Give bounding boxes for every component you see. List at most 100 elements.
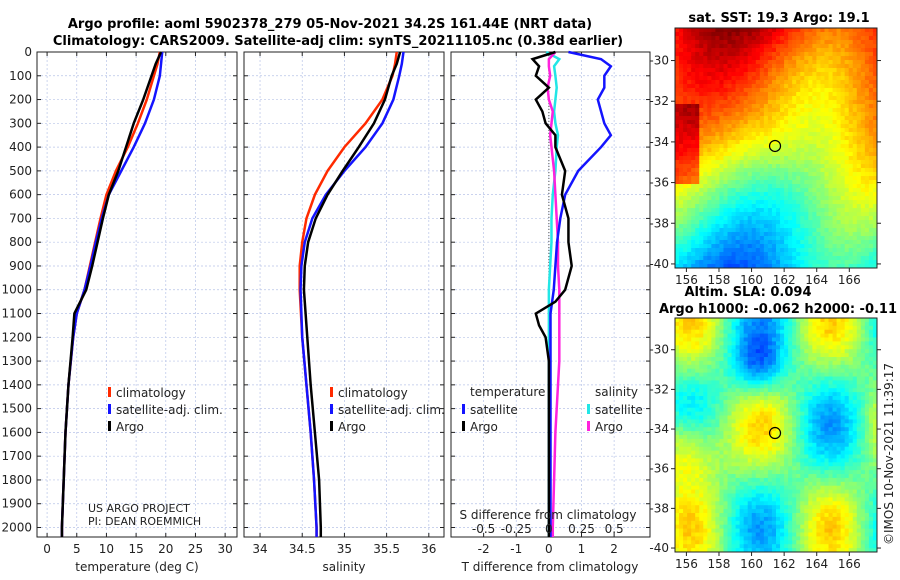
map-pixel	[792, 180, 797, 185]
map-pixel	[691, 144, 696, 149]
map-pixel	[755, 80, 761, 85]
map-pixel	[691, 446, 696, 452]
map-pixel	[707, 160, 712, 165]
map-pixel	[755, 168, 761, 173]
map-pixel	[707, 458, 712, 463]
map-pixel	[816, 116, 821, 121]
map-pixel	[755, 224, 761, 229]
map-pixel	[776, 489, 781, 494]
map-pixel	[759, 427, 765, 432]
map-pixel	[784, 36, 789, 41]
map-pixel	[743, 44, 749, 49]
map-pixel	[771, 333, 777, 338]
map-pixel	[703, 40, 708, 45]
map-pixel	[735, 388, 741, 393]
map-pixel	[832, 216, 838, 221]
map-pixel	[739, 100, 745, 105]
map-pixel	[699, 228, 704, 233]
map-pixel	[767, 321, 773, 327]
map-pixel	[796, 156, 801, 161]
map-pixel	[747, 48, 753, 53]
map-pixel	[711, 180, 716, 185]
map-pixel	[755, 148, 761, 153]
map-pixel	[820, 96, 825, 101]
map-pixel	[844, 264, 850, 269]
map-pixel	[864, 124, 870, 129]
map-pixel	[755, 501, 761, 506]
map-pixel	[695, 450, 700, 455]
map-pixel	[711, 264, 716, 269]
map-pixel	[820, 180, 825, 185]
map-pixel	[763, 403, 769, 409]
map-pixel	[675, 333, 680, 338]
map-pixel	[872, 172, 878, 177]
map-pixel	[763, 188, 769, 193]
map-pixel	[832, 112, 838, 117]
map-pixel	[800, 140, 805, 145]
map-pixel	[731, 345, 737, 350]
map-pixel	[747, 497, 753, 502]
map-pixel	[747, 442, 753, 448]
map-pixel	[711, 337, 716, 342]
map-pixel	[743, 48, 749, 53]
map-pixel	[776, 431, 781, 436]
map-pixel	[767, 438, 773, 444]
map-pixel	[804, 160, 809, 165]
map-pixel	[804, 244, 809, 249]
map-pixel	[691, 92, 696, 97]
map-pixel	[836, 52, 842, 57]
map-pixel	[836, 48, 842, 53]
map-pixel	[788, 140, 793, 145]
map-pixel	[727, 152, 733, 157]
map-pixel	[755, 184, 761, 189]
map-pixel	[743, 204, 749, 209]
map-pixel	[691, 100, 696, 105]
map-pixel	[800, 40, 805, 45]
map-pixel	[695, 333, 700, 338]
map-pixel	[868, 176, 874, 181]
map-pixel	[759, 32, 765, 37]
map-pixel	[727, 204, 733, 209]
map-pixel	[771, 497, 777, 502]
map-pixel	[848, 160, 854, 165]
map-pixel	[852, 176, 858, 181]
map-pixel	[784, 32, 789, 37]
map-pixel	[707, 321, 712, 327]
map-pixel	[776, 536, 781, 541]
map-pixel	[727, 501, 733, 506]
map-pixel	[872, 28, 878, 33]
map-pixel	[707, 32, 712, 37]
map-pixel	[751, 540, 757, 545]
map-pixel	[715, 200, 720, 205]
map-pixel	[852, 120, 858, 125]
map-pixel	[691, 474, 696, 479]
map-pixel	[715, 140, 720, 145]
map-pixel	[776, 364, 781, 370]
map-pixel	[771, 470, 777, 475]
map-pixel	[755, 164, 761, 169]
map-pixel	[771, 220, 777, 225]
map-pixel	[767, 68, 773, 73]
map-pixel	[832, 264, 838, 269]
map-pixel	[852, 140, 858, 145]
map-pixel	[872, 108, 878, 113]
map-pixel	[687, 52, 692, 57]
map-pixel	[695, 524, 700, 530]
map-pixel	[679, 104, 684, 109]
map-pixel	[820, 120, 825, 125]
map-pixel	[699, 380, 704, 385]
map-pixel	[832, 184, 838, 189]
map-pixel	[727, 446, 733, 452]
map-pixel	[820, 176, 825, 181]
map-pixel	[808, 168, 813, 173]
map-pixel	[763, 224, 769, 229]
map-pixel	[739, 458, 745, 463]
map-pixel	[848, 124, 854, 129]
map-pixel	[808, 196, 813, 201]
map-pixel	[804, 224, 809, 229]
map-pixel	[751, 164, 757, 169]
map-pixel	[699, 192, 704, 197]
map-pixel	[759, 442, 765, 448]
map-pixel	[759, 108, 765, 113]
y-tick-label: 700	[9, 211, 32, 225]
